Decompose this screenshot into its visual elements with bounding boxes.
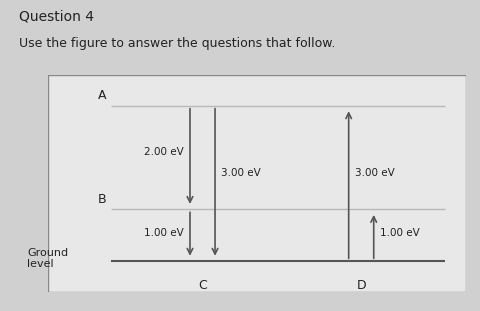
Text: Question 4: Question 4 <box>19 9 94 23</box>
Text: D: D <box>356 279 366 292</box>
Text: 3.00 eV: 3.00 eV <box>221 168 261 178</box>
Text: A: A <box>98 89 107 102</box>
Text: Use the figure to answer the questions that follow.: Use the figure to answer the questions t… <box>19 37 336 50</box>
Text: 2.00 eV: 2.00 eV <box>144 147 184 157</box>
Text: 3.00 eV: 3.00 eV <box>355 168 395 178</box>
Text: Ground
level: Ground level <box>27 248 68 269</box>
Text: C: C <box>198 279 207 292</box>
Text: 1.00 eV: 1.00 eV <box>380 228 420 238</box>
Text: B: B <box>98 193 107 206</box>
Text: 1.00 eV: 1.00 eV <box>144 228 184 238</box>
